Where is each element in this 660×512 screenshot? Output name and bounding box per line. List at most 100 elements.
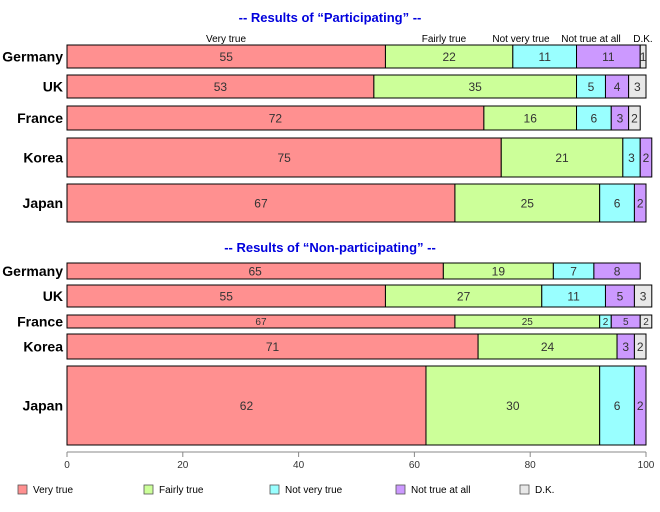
- panel-title-2: -- Results of “Non-participating” --: [224, 240, 436, 255]
- row-label-japan: Japan: [23, 398, 63, 414]
- legend-label-3: Not very true: [285, 485, 343, 496]
- bar-2-france-s5: [639, 314, 653, 329]
- data-label-1-uk-s2: 35: [469, 80, 483, 94]
- data-label-2-uk-s2: 27: [457, 289, 471, 303]
- data-label-1-korea-s3: 3: [628, 151, 635, 165]
- data-label-1-uk-s4: 4: [614, 80, 621, 94]
- legend-swatch-1: [17, 484, 28, 495]
- bar-2-uk-s5: [633, 284, 653, 308]
- bar-1-japan-s3: [599, 183, 635, 223]
- data-label-2-korea-s2: 24: [541, 340, 555, 354]
- x-tick-label-20: 20: [177, 460, 189, 471]
- legend-label-1: Very true: [33, 485, 73, 496]
- data-label-2-france-s1: 67: [255, 317, 267, 328]
- data-label-1-germany-s5: 1: [640, 50, 647, 64]
- bar-2-germany-s4: [593, 262, 641, 280]
- data-label-2-korea-s5: 2: [637, 340, 644, 354]
- bar-1-japan-s4: [633, 183, 647, 223]
- legend-label-5: D.K.: [535, 485, 554, 496]
- bar-1-korea-s2: [500, 137, 624, 178]
- bar-1-korea-s1: [66, 137, 502, 178]
- data-label-1-uk-s5: 3: [634, 80, 641, 94]
- data-label-1-germany-s2: 22: [442, 50, 456, 64]
- bar-1-germany-s5: [639, 44, 647, 69]
- row-label-korea: Korea: [23, 150, 63, 166]
- bar-1-france-s5: [628, 105, 641, 131]
- x-tick-label-80: 80: [525, 460, 537, 471]
- row-label-uk: UK: [43, 79, 63, 95]
- data-label-2-france-s4: 5: [623, 317, 629, 328]
- data-label-1-japan-s3: 6: [614, 196, 621, 210]
- panel-title-1: -- Results of “Participating” --: [239, 10, 422, 25]
- data-label-1-uk-s1: 53: [214, 80, 228, 94]
- data-label-1-japan-s4: 2: [637, 196, 644, 210]
- data-label-1-france-s1: 72: [269, 111, 283, 125]
- data-label-2-uk-s5: 3: [640, 289, 647, 303]
- data-label-1-uk-s3: 5: [588, 80, 595, 94]
- row-label-germany: Germany: [2, 263, 63, 279]
- legend-label-4: Not true at all: [411, 485, 470, 496]
- data-label-2-germany-s3: 7: [570, 264, 577, 278]
- data-label-1-france-s4: 3: [617, 111, 624, 125]
- data-label-2-germany-s2: 19: [492, 264, 506, 278]
- bar-2-korea-s2: [477, 333, 618, 360]
- row-label-france: France: [17, 110, 63, 126]
- legend-swatch-2: [143, 484, 154, 495]
- column-header-4: Not true at all: [561, 34, 620, 45]
- data-label-2-germany-s1: 65: [248, 264, 262, 278]
- bar-1-uk-s5: [628, 74, 647, 99]
- data-label-1-korea-s2: 21: [555, 151, 569, 165]
- data-label-1-france-s2: 16: [524, 111, 538, 125]
- row-label-uk: UK: [43, 288, 63, 304]
- data-label-1-germany-s3: 11: [538, 50, 551, 64]
- bar-1-japan-s1: [66, 183, 456, 223]
- bar-2-japan-s3: [599, 365, 635, 446]
- row-label-japan: Japan: [23, 195, 63, 211]
- row-label-germany: Germany: [2, 49, 63, 65]
- data-label-1-japan-s2: 25: [521, 196, 535, 210]
- data-label-1-germany-s4: 11: [602, 50, 615, 64]
- data-label-2-germany-s4: 8: [614, 264, 621, 278]
- data-label-2-france-s5: 2: [643, 317, 649, 328]
- bar-1-korea-s4: [639, 137, 653, 178]
- data-label-2-japan-s3: 6: [614, 399, 621, 413]
- bar-2-japan-s4: [633, 365, 647, 446]
- bar-2-korea-s1: [66, 333, 479, 360]
- data-label-1-korea-s1: 75: [277, 151, 291, 165]
- data-label-2-japan-s1: 62: [240, 399, 254, 413]
- data-label-2-japan-s4: 2: [637, 399, 644, 413]
- legend-swatch-3: [269, 484, 280, 495]
- data-label-2-korea-s4: 3: [622, 340, 629, 354]
- data-label-1-korea-s4: 2: [643, 151, 650, 165]
- column-header-5: D.K.: [633, 34, 652, 45]
- data-label-1-japan-s1: 67: [254, 196, 268, 210]
- row-label-france: France: [17, 314, 63, 330]
- data-label-2-uk-s3: 11: [567, 289, 580, 303]
- data-label-2-uk-s4: 5: [617, 289, 624, 303]
- column-header-3: Not very true: [492, 34, 550, 45]
- bar-2-japan-s1: [66, 365, 427, 446]
- bar-2-korea-s5: [633, 333, 647, 360]
- bar-1-france-s1: [66, 105, 485, 131]
- data-label-2-uk-s1: 55: [220, 289, 234, 303]
- row-label-korea: Korea: [23, 339, 63, 355]
- bar-1-japan-s2: [454, 183, 601, 223]
- data-label-1-france-s5: 2: [631, 111, 638, 125]
- x-tick-label-0: 0: [64, 460, 70, 471]
- x-tick-label-100: 100: [638, 460, 655, 471]
- data-label-1-germany-s1: 55: [220, 50, 234, 64]
- column-header-1: Very true: [206, 34, 246, 45]
- x-tick-label-60: 60: [409, 460, 421, 471]
- data-label-2-korea-s1: 71: [266, 340, 280, 354]
- data-label-1-france-s3: 6: [591, 111, 598, 125]
- legend-swatch-5: [519, 484, 530, 495]
- x-tick-label-40: 40: [293, 460, 305, 471]
- legend-swatch-4: [395, 484, 406, 495]
- column-header-2: Fairly true: [422, 34, 467, 45]
- legend-label-2: Fairly true: [159, 485, 204, 496]
- bar-2-japan-s2: [425, 365, 601, 446]
- data-label-2-france-s3: 2: [603, 317, 609, 328]
- data-label-2-france-s2: 25: [522, 317, 534, 328]
- data-label-2-japan-s2: 30: [506, 399, 520, 413]
